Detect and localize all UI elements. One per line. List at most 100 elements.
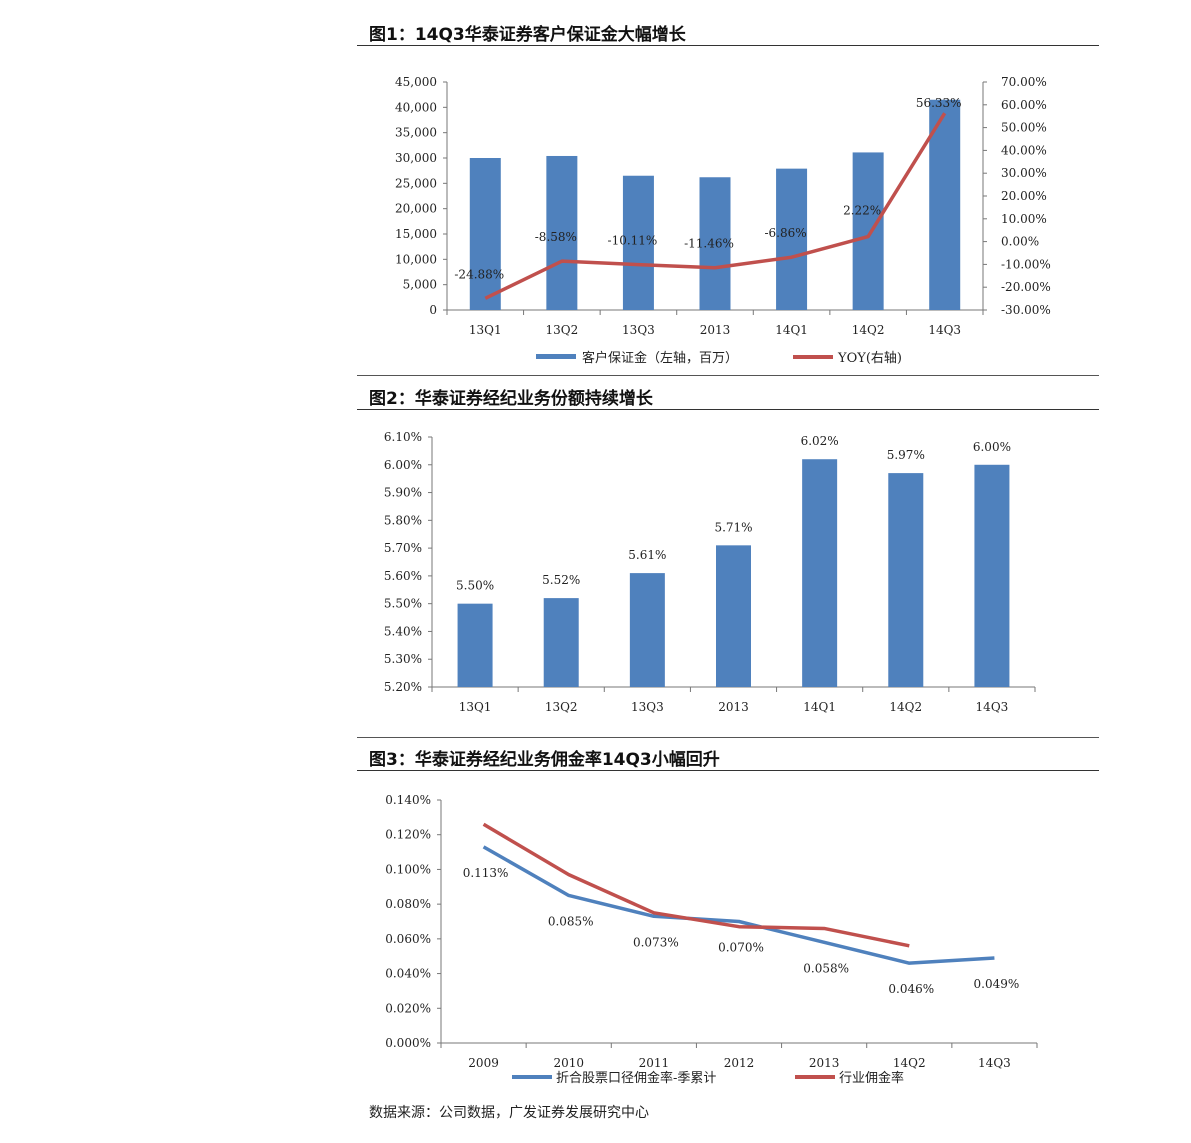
- x-tick-label: 14Q2: [889, 700, 922, 714]
- left-tick-label: 0: [429, 303, 437, 317]
- x-tick-label: 14Q3: [976, 700, 1009, 714]
- y-tick-label: 0.060%: [385, 932, 431, 946]
- figure-3-title: 图3：华泰证券经纪业务佣金率14Q3小幅回升: [369, 750, 720, 770]
- bar: [469, 158, 501, 310]
- yoy-data-label: -6.86%: [764, 226, 806, 240]
- chart-3-commission-rate: 0.000% 0.020% 0.040% 0.060% 0.080% 0.100% 0.12…: [385, 793, 1038, 1086]
- x-tick-label: 2009: [468, 1056, 499, 1070]
- x-tick-label: 13Q1: [459, 700, 492, 714]
- bar: [546, 155, 578, 310]
- bar-data-label: 6.00%: [973, 440, 1011, 454]
- y-tick-label: 5.30%: [384, 652, 422, 666]
- y-tick-label: 0.000%: [385, 1036, 431, 1050]
- y-tick-label: 6.00%: [384, 458, 422, 472]
- yoy-data-label: -11.46%: [684, 237, 734, 251]
- x-tick-label: 2013: [718, 700, 749, 714]
- bar-data-label: 5.61%: [628, 548, 666, 562]
- right-tick-label: 40.00%: [1001, 143, 1047, 157]
- legend-bar-swatch: [536, 354, 576, 359]
- left-tick-label: 10,000: [395, 252, 437, 266]
- legend-line-swatch: [793, 355, 833, 359]
- bar: [888, 473, 924, 687]
- x-tick-label: 2011: [639, 1056, 670, 1070]
- left-tick-label: 45,000: [395, 75, 437, 89]
- bar: [629, 573, 665, 687]
- bar-data-label: 5.52%: [542, 573, 580, 587]
- left-tick-label: 5,000: [403, 278, 437, 292]
- right-tick-label: 50.00%: [1001, 121, 1047, 135]
- x-tick-label: 2010: [553, 1056, 584, 1070]
- right-tick-label: 20.00%: [1001, 189, 1047, 203]
- x-tick-label: 14Q3: [978, 1056, 1011, 1070]
- y-tick-label: 5.80%: [384, 513, 422, 527]
- x-tick-label: 13Q2: [545, 323, 578, 337]
- y-tick-label: 5.40%: [384, 624, 422, 638]
- bar-data-label: 5.50%: [456, 579, 494, 593]
- company-rate-line: [482, 845, 995, 965]
- yoy-data-label: 2.22%: [843, 204, 881, 218]
- bar: [543, 598, 579, 687]
- x-tick-label: 14Q1: [803, 700, 836, 714]
- y-tick-label: 5.90%: [384, 486, 422, 500]
- legend-company-label: 折合股票口径佣金率-季累计: [556, 1070, 716, 1086]
- x-tick-label: 14Q3: [928, 323, 961, 337]
- left-tick-label: 40,000: [395, 100, 437, 114]
- x-tick-label: 13Q3: [631, 700, 664, 714]
- yoy-line: [484, 112, 947, 300]
- left-tick-label: 15,000: [395, 227, 437, 241]
- right-tick-label: -30.00%: [1001, 303, 1051, 317]
- bar: [974, 464, 1010, 687]
- right-tick-label: 70.00%: [1001, 75, 1047, 89]
- bar-data-label: 6.02%: [801, 434, 839, 448]
- rate-data-label: 0.058%: [803, 961, 849, 975]
- rate-data-label: 0.073%: [633, 935, 679, 949]
- figure-2-top-rule: [357, 375, 1099, 376]
- figure-3-top-rule: [357, 737, 1099, 738]
- y-tick-label: 0.020%: [385, 1001, 431, 1015]
- y-tick-label: 0.100%: [385, 862, 431, 876]
- left-tick-label: 20,000: [395, 202, 437, 216]
- y-tick-label: 0.120%: [385, 828, 431, 842]
- legend-bar-label: 客户保证金（左轴，百万）: [582, 350, 738, 366]
- yoy-data-label: -10.11%: [608, 234, 658, 248]
- figure-2-title: 图2：华泰证券经纪业务份额持续增长: [369, 389, 653, 409]
- y-tick-label: 0.080%: [385, 897, 431, 911]
- bar-data-label: 5.97%: [887, 448, 925, 462]
- legend-industry-label: 行业佣金率: [839, 1070, 904, 1086]
- rate-data-label: 0.113%: [463, 866, 509, 880]
- bar: [622, 175, 654, 310]
- yoy-data-label: -8.58%: [535, 230, 577, 244]
- rate-data-label: 0.049%: [974, 977, 1020, 991]
- x-tick-label: 2013: [809, 1056, 840, 1070]
- left-tick-label: 30,000: [395, 151, 437, 165]
- left-tick-label: 35,000: [395, 126, 437, 140]
- rate-data-label: 0.085%: [548, 914, 594, 928]
- bar: [776, 168, 808, 310]
- right-tick-label: -10.00%: [1001, 257, 1051, 271]
- y-tick-label: 0.140%: [385, 793, 431, 807]
- figure-2-title-rule: [357, 409, 1099, 410]
- legend-industry-swatch: [795, 1075, 835, 1079]
- y-tick-label: 5.50%: [384, 597, 422, 611]
- bar: [457, 603, 493, 687]
- chart-1-customer-margin: 0 5,000 10,000 15,000 20,000 25,000 30,000 35,0…: [395, 75, 1051, 366]
- right-tick-label: -20.00%: [1001, 280, 1051, 294]
- chart-2-brokerage-share: 5.20% 5.30% 5.40% 5.50% 5.60% 5.70% 5.80% 5.90%…: [384, 430, 1036, 714]
- right-tick-label: 10.00%: [1001, 212, 1047, 226]
- x-tick-label: 2013: [700, 323, 731, 337]
- rate-data-label: 0.070%: [718, 941, 764, 955]
- bar: [699, 177, 731, 310]
- x-tick-label: 13Q1: [469, 323, 502, 337]
- rate-data-label: 0.046%: [888, 982, 934, 996]
- figure-1-title-rule: [357, 45, 1099, 46]
- bar: [929, 99, 961, 310]
- yoy-data-label: 56.33%: [916, 96, 962, 110]
- right-tick-label: 0.00%: [1001, 235, 1039, 249]
- x-tick-label: 14Q2: [893, 1056, 926, 1070]
- x-tick-label: 14Q1: [775, 323, 808, 337]
- y-tick-label: 5.70%: [384, 541, 422, 555]
- y-tick-label: 5.60%: [384, 569, 422, 583]
- source-note: 数据来源：公司数据，广发证券发展研究中心: [369, 1105, 649, 1121]
- bar: [802, 459, 838, 687]
- left-tick-label: 25,000: [395, 176, 437, 190]
